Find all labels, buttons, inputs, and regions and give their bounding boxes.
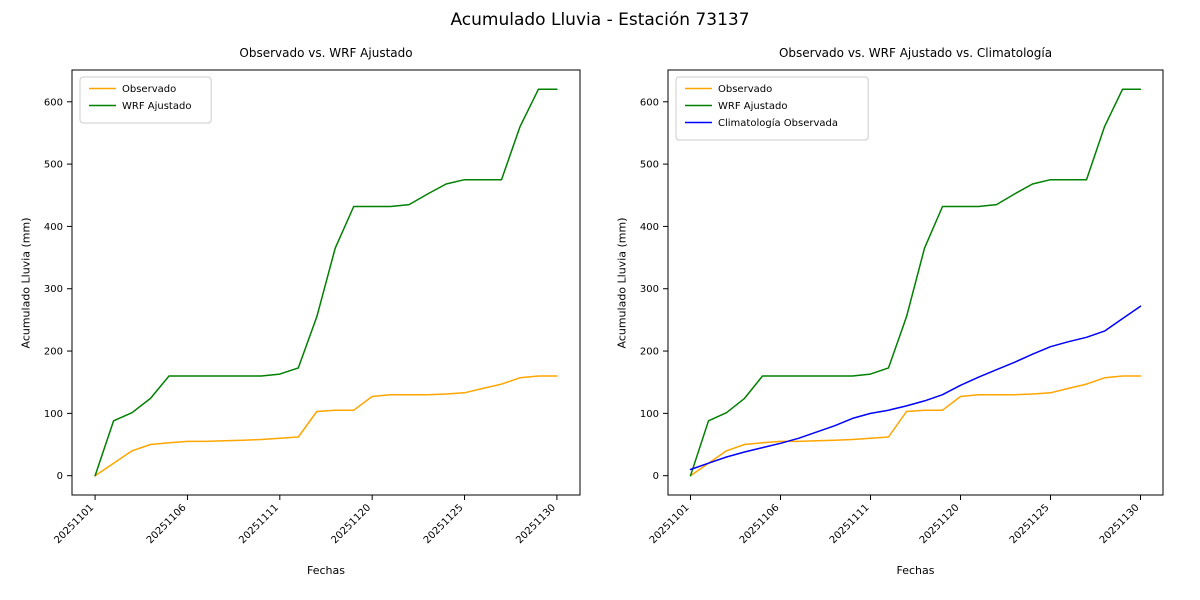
- x-tick-label: 20251111: [237, 502, 281, 546]
- chart-1-series-wrf-ajustado: [689, 88, 1142, 477]
- right-chart-title: Observado vs. WRF Ajustado vs. Climatolo…: [778, 46, 1053, 60]
- x-tick-label: 20251120: [918, 502, 962, 546]
- y-tick-label: 100: [640, 409, 659, 420]
- chart-0-frame: [71, 69, 581, 496]
- y-tick-label: 600: [44, 97, 63, 108]
- figure-title: Acumulado Lluvia - Estación 73137: [450, 10, 750, 30]
- legend-label-observado: Observado: [718, 84, 772, 95]
- x-tick-label: 20251130: [1098, 502, 1142, 546]
- x-tick-label: 20251125: [422, 502, 466, 546]
- chart-1-legend: [675, 76, 869, 141]
- x-tick-label: 20251101: [648, 502, 692, 546]
- y-tick-label: 600: [640, 97, 659, 108]
- legend-label-wrf-ajustado: WRF Ajustado: [122, 101, 191, 112]
- y-tick-label: 0: [57, 471, 63, 482]
- legend-label-wrf-ajustado: WRF Ajustado: [718, 101, 787, 112]
- right-chart-ylabel: Acumulado Lluvia (mm): [615, 217, 629, 349]
- legend-label-observado: Observado: [122, 84, 176, 95]
- y-tick-label: 300: [640, 284, 659, 295]
- y-tick-label: 400: [640, 222, 659, 233]
- y-tick-label: 400: [44, 222, 63, 233]
- legend-label-climatologia-observada: Climatología Observada: [718, 117, 838, 129]
- y-tick-label: 300: [44, 284, 63, 295]
- x-tick-label: 20251111: [828, 502, 872, 546]
- y-tick-label: 500: [44, 160, 63, 171]
- x-tick-label: 20251101: [52, 502, 96, 546]
- y-tick-label: 100: [44, 409, 63, 420]
- chart-1-series-climatologia-observada: [689, 305, 1142, 471]
- x-tick-label: 20251125: [1008, 502, 1052, 546]
- chart-0-series-wrf-ajustado: [94, 88, 558, 477]
- x-tick-label: 20251130: [514, 502, 558, 546]
- chart-1-series-observado: [689, 375, 1142, 477]
- y-tick-label: 200: [44, 347, 63, 358]
- x-tick-label: 20251106: [145, 502, 189, 546]
- chart-1-frame: [667, 69, 1164, 496]
- y-tick-label: 0: [653, 471, 659, 482]
- left-chart-xlabel: Fechas: [307, 564, 345, 577]
- left-chart-ylabel: Acumulado Lluvia (mm): [19, 217, 33, 349]
- right-chart-xlabel: Fechas: [896, 564, 935, 577]
- y-tick-label: 200: [640, 347, 659, 358]
- x-tick-label: 20251106: [738, 502, 782, 546]
- left-chart-title: Observado vs. WRF Ajustado: [239, 46, 413, 60]
- chart-0-series-observado: [94, 375, 558, 477]
- x-tick-label: 20251120: [330, 502, 374, 546]
- y-tick-label: 500: [640, 160, 659, 171]
